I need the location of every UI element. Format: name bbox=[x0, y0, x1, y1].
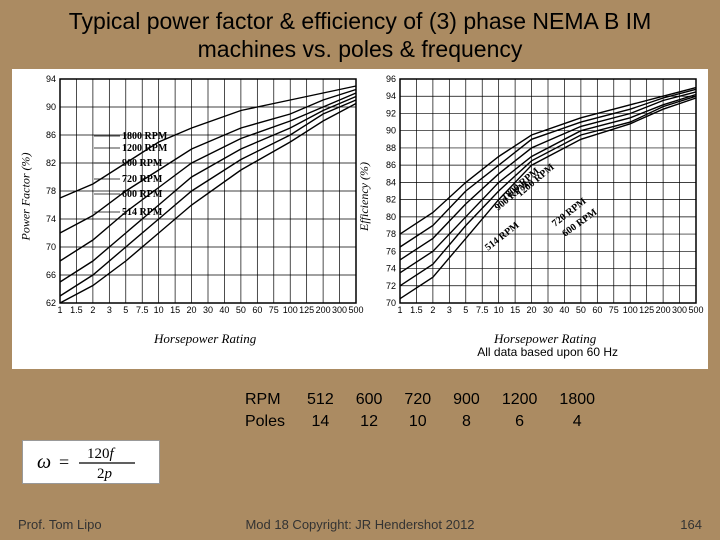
svg-text:100: 100 bbox=[623, 305, 638, 315]
svg-text:78: 78 bbox=[46, 186, 56, 196]
svg-text:66: 66 bbox=[46, 270, 56, 280]
svg-text:125: 125 bbox=[299, 305, 314, 315]
table-col: 18004 bbox=[559, 389, 595, 432]
svg-text:20: 20 bbox=[187, 305, 197, 315]
footer-author: Prof. Tom Lipo bbox=[18, 517, 102, 532]
svg-text:600 RPM: 600 RPM bbox=[122, 189, 163, 200]
svg-text:125: 125 bbox=[639, 305, 654, 315]
svg-text:1.5: 1.5 bbox=[410, 305, 423, 315]
frequency-note: All data based upon 60 Hz bbox=[477, 345, 618, 359]
table-col: 9008 bbox=[453, 389, 480, 432]
power-factor-chart: 62 66 70 74 78 82 86 90 94 1 1.5 2 3 5 7.5 10 15 20 30 40 50… bbox=[24, 69, 364, 354]
eff-chart-svg: 70 72 74 76 78 80 82 84 86 88 90 92 94 96 1 1.5 2 3 5 7.5 10… bbox=[364, 69, 704, 331]
svg-text:40: 40 bbox=[219, 305, 229, 315]
table-col: 60012 bbox=[356, 389, 383, 432]
footer-copyright: Mod 18 Copyright: JR Hendershot 2012 bbox=[245, 517, 474, 532]
svg-text:2: 2 bbox=[430, 305, 435, 315]
svg-text:514 RPM: 514 RPM bbox=[483, 220, 522, 254]
svg-text:1.5: 1.5 bbox=[70, 305, 83, 315]
svg-text:94: 94 bbox=[386, 91, 396, 101]
charts-panel: 62667074788286909411.52357.5101520304050… bbox=[12, 69, 708, 369]
svg-text:74: 74 bbox=[46, 214, 56, 224]
svg-text:60: 60 bbox=[252, 305, 262, 315]
svg-text:5: 5 bbox=[123, 305, 128, 315]
svg-text:78: 78 bbox=[386, 229, 396, 239]
svg-text:40: 40 bbox=[559, 305, 569, 315]
svg-text:90: 90 bbox=[46, 102, 56, 112]
svg-text:720 RPM: 720 RPM bbox=[122, 174, 163, 185]
footer-page-number: 164 bbox=[680, 517, 702, 532]
svg-text:75: 75 bbox=[269, 305, 279, 315]
svg-text:50: 50 bbox=[236, 305, 246, 315]
svg-text:300: 300 bbox=[672, 305, 687, 315]
efficiency-chart: 70 72 74 76 78 80 82 84 86 88 90 92 94 96 1 1.5 2 3 5 7.5 10… bbox=[364, 69, 704, 354]
svg-text:1800 RPM: 1800 RPM bbox=[122, 131, 168, 142]
svg-text:70: 70 bbox=[46, 242, 56, 252]
svg-text:200: 200 bbox=[316, 305, 331, 315]
svg-text:100: 100 bbox=[283, 305, 298, 315]
svg-text:3: 3 bbox=[447, 305, 452, 315]
svg-text:90: 90 bbox=[386, 126, 396, 136]
svg-text:60: 60 bbox=[592, 305, 602, 315]
svg-text:30: 30 bbox=[203, 305, 213, 315]
formula-den: 2p bbox=[97, 466, 113, 482]
svg-text:15: 15 bbox=[170, 305, 180, 315]
svg-text:70: 70 bbox=[386, 298, 396, 308]
svg-text:50: 50 bbox=[576, 305, 586, 315]
svg-text:72: 72 bbox=[386, 281, 396, 291]
table-col: 12006 bbox=[502, 389, 538, 432]
eff-ylabel: Efficiency (%) bbox=[357, 162, 372, 231]
pf-chart-svg: 62 66 70 74 78 82 86 90 94 1 1.5 2 3 5 7.5 10 15 20 30 40 50… bbox=[24, 69, 364, 331]
svg-text:94: 94 bbox=[46, 74, 56, 84]
svg-text:86: 86 bbox=[386, 160, 396, 170]
svg-text:=: = bbox=[59, 452, 69, 472]
svg-text:514 RPM: 514 RPM bbox=[122, 207, 163, 218]
pf-ylabel: Power Factor (%) bbox=[18, 153, 33, 241]
svg-text:86: 86 bbox=[46, 130, 56, 140]
svg-text:900 RPM: 900 RPM bbox=[122, 158, 163, 169]
omega-formula: ω = 120f 2p bbox=[22, 440, 160, 484]
svg-text:10: 10 bbox=[154, 305, 164, 315]
svg-text:1200 RPM: 1200 RPM bbox=[122, 143, 168, 154]
svg-text:30: 30 bbox=[543, 305, 553, 315]
hdr-poles: Poles bbox=[245, 411, 285, 433]
slide-footer: Prof. Tom Lipo Mod 18 Copyright: JR Hend… bbox=[0, 517, 720, 532]
svg-text:96: 96 bbox=[386, 74, 396, 84]
svg-text:88: 88 bbox=[386, 143, 396, 153]
svg-text:2: 2 bbox=[90, 305, 95, 315]
svg-text:300: 300 bbox=[332, 305, 347, 315]
svg-text:5: 5 bbox=[463, 305, 468, 315]
svg-text:7.5: 7.5 bbox=[136, 305, 149, 315]
svg-text:3: 3 bbox=[107, 305, 112, 315]
table-col: 51214 bbox=[307, 389, 334, 432]
svg-text:20: 20 bbox=[527, 305, 537, 315]
rpm-poles-table: RPM Poles 51214 60012 72010 9008 12006 1… bbox=[120, 371, 720, 440]
svg-text:7.5: 7.5 bbox=[476, 305, 489, 315]
svg-text:82: 82 bbox=[46, 158, 56, 168]
svg-text:500: 500 bbox=[348, 305, 363, 315]
svg-text:15: 15 bbox=[510, 305, 520, 315]
svg-text:92: 92 bbox=[386, 109, 396, 119]
pf-xlabel: Horsepower Rating bbox=[154, 331, 256, 347]
svg-text:ω: ω bbox=[37, 451, 51, 473]
svg-text:1: 1 bbox=[397, 305, 402, 315]
formula-num: 120f bbox=[87, 446, 116, 462]
svg-text:76: 76 bbox=[386, 246, 396, 256]
svg-text:80: 80 bbox=[386, 212, 396, 222]
svg-text:75: 75 bbox=[609, 305, 619, 315]
hdr-rpm: RPM bbox=[245, 389, 285, 411]
svg-text:1: 1 bbox=[57, 305, 62, 315]
table-row-headers: RPM Poles bbox=[245, 389, 285, 432]
svg-text:74: 74 bbox=[386, 264, 396, 274]
svg-text:82: 82 bbox=[386, 195, 396, 205]
svg-text:200: 200 bbox=[656, 305, 671, 315]
svg-text:84: 84 bbox=[386, 178, 396, 188]
svg-text:500: 500 bbox=[688, 305, 703, 315]
svg-text:62: 62 bbox=[46, 298, 56, 308]
svg-text:10: 10 bbox=[494, 305, 504, 315]
table-col: 72010 bbox=[404, 389, 431, 432]
page-title: Typical power factor & efficiency of (3)… bbox=[0, 0, 720, 67]
